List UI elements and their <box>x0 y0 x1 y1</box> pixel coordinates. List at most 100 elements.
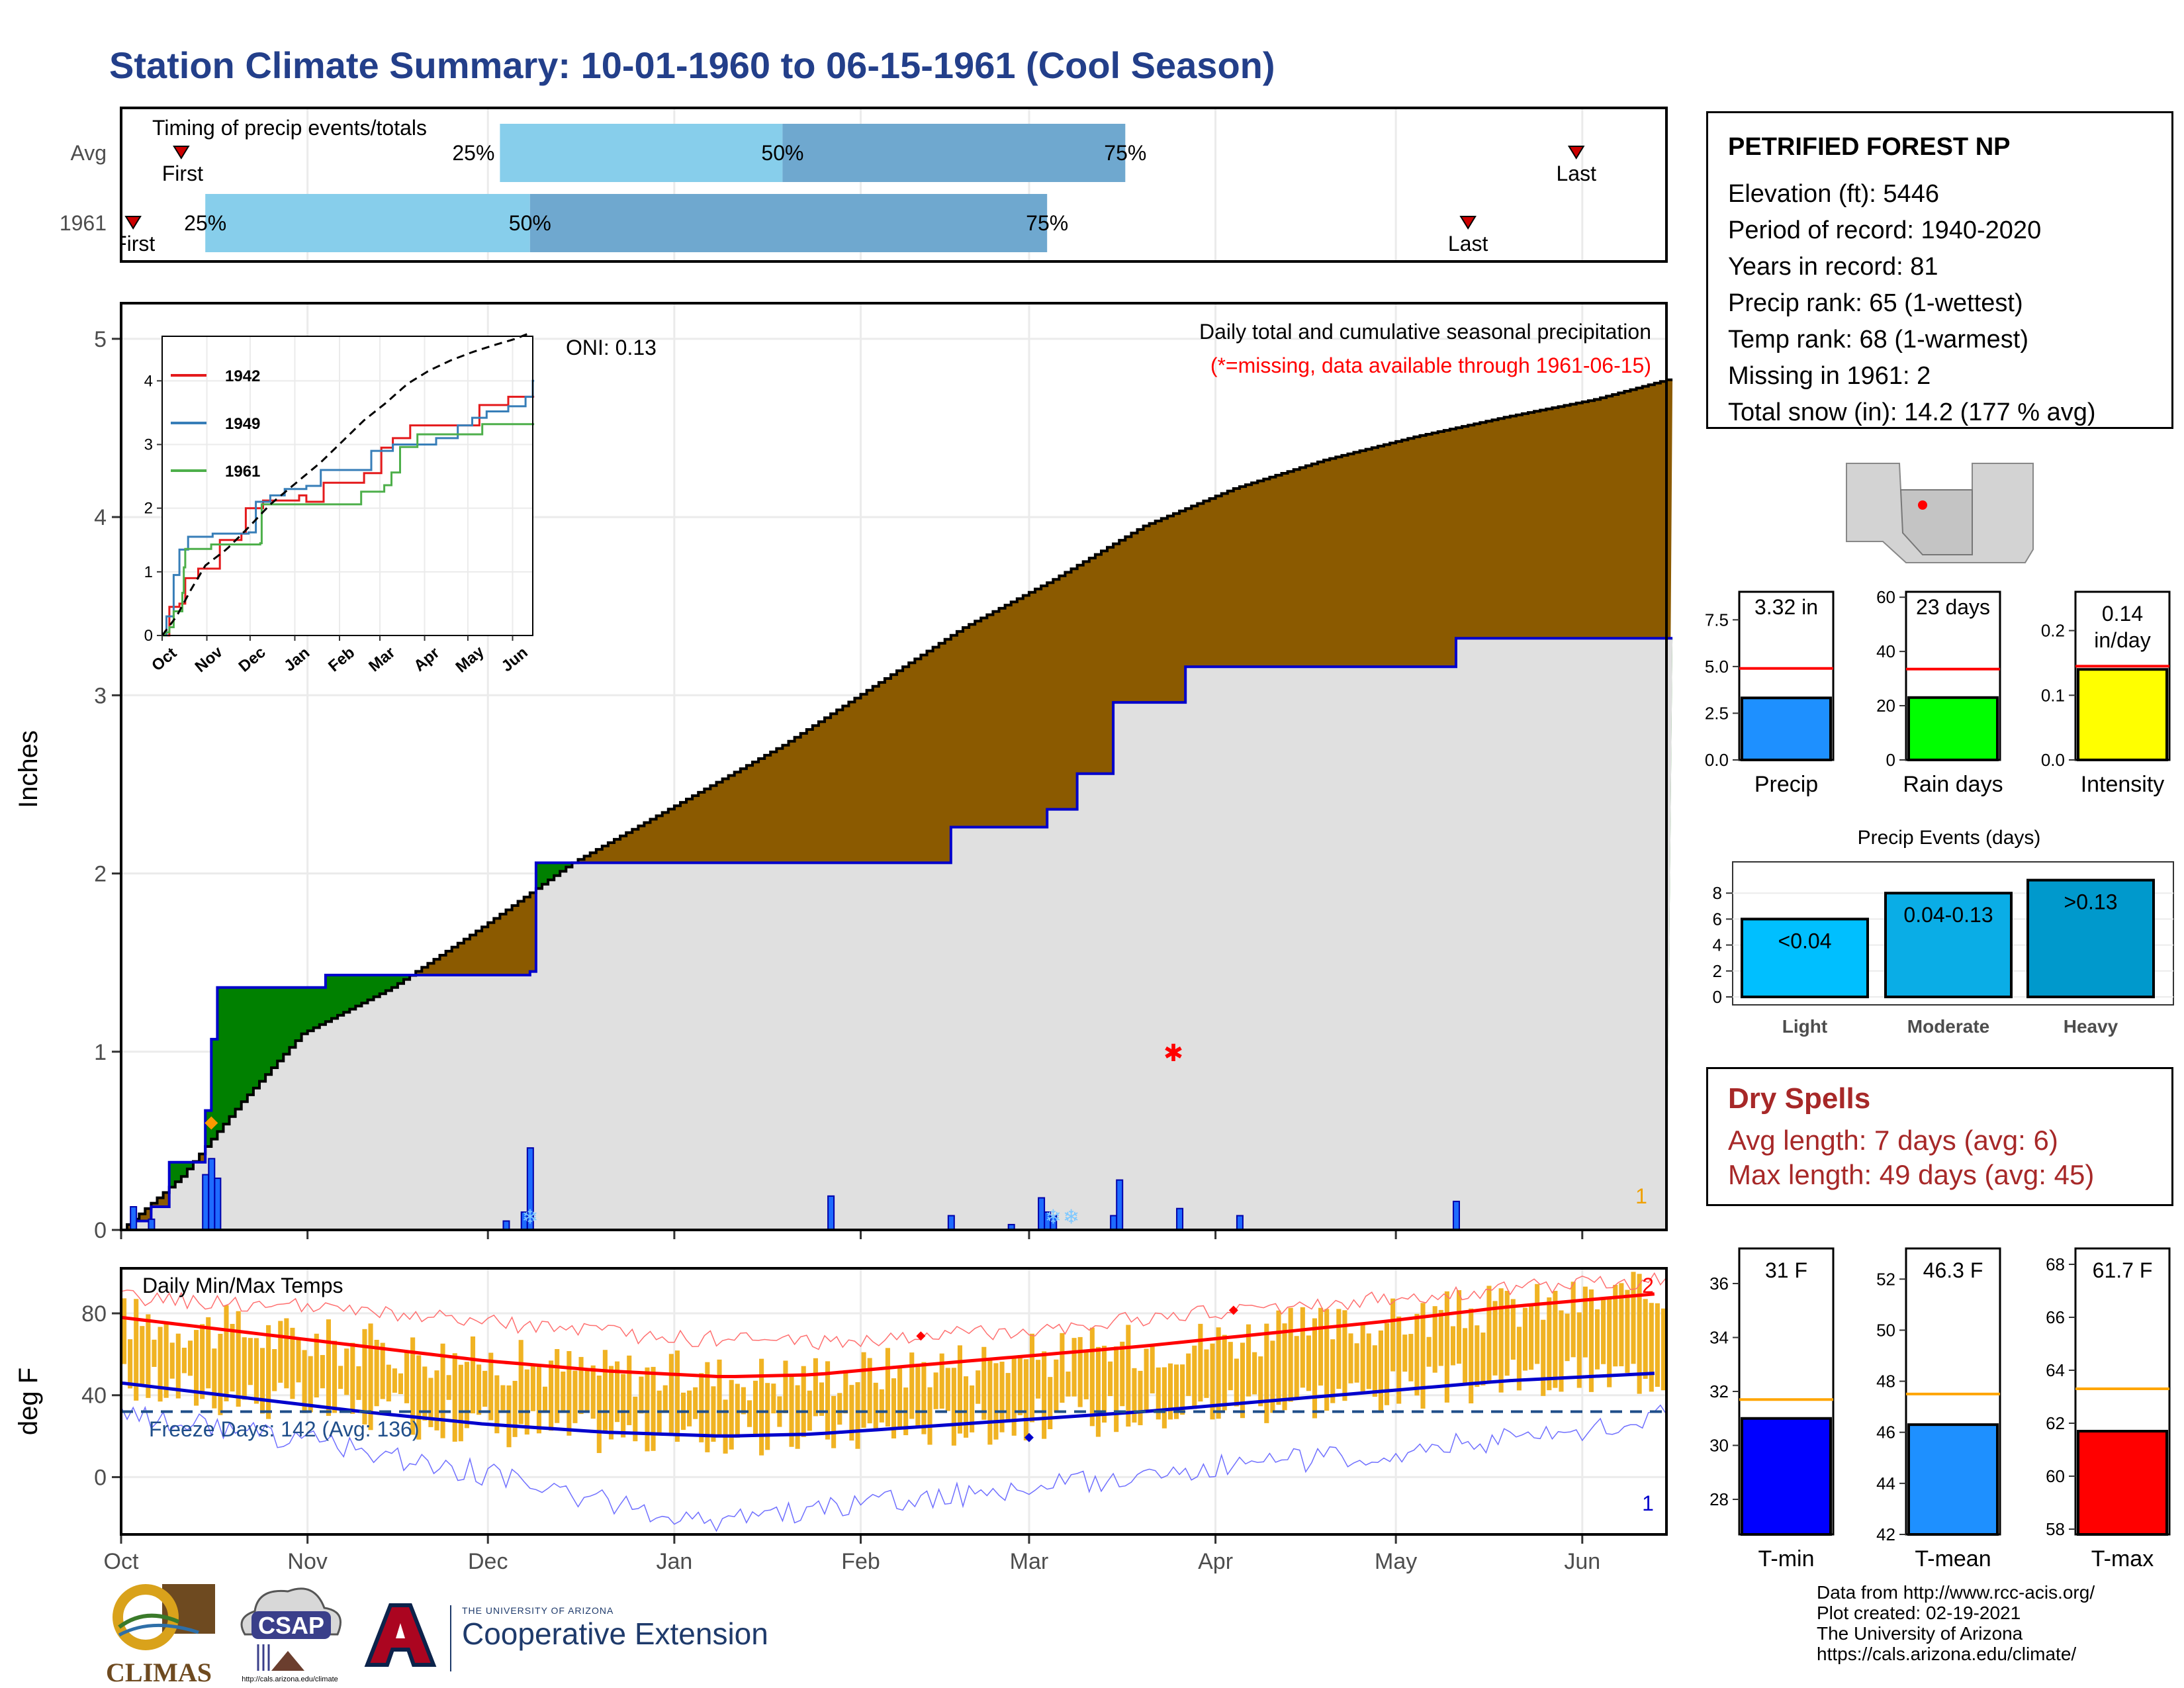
daily-temp-bar <box>314 1333 319 1398</box>
daily-temp-bar <box>1252 1352 1257 1395</box>
precip-corner-label: 1 <box>1635 1184 1647 1208</box>
mini-bar-ytick-label: 60 <box>1876 587 1895 607</box>
inset-legend-label: 1949 <box>225 415 260 433</box>
mini-bar <box>1907 1423 1999 1536</box>
temp-corner-top: 2 <box>1642 1274 1654 1297</box>
daily-temp-bar <box>1173 1364 1179 1419</box>
dry-spells-max: Max length: 49 days (avg: 45) <box>1728 1159 2095 1190</box>
mini-bar <box>2077 668 2168 761</box>
daily-temp-bar <box>801 1366 806 1437</box>
mini-bar-ytick-label: 34 <box>1709 1327 1729 1347</box>
temp-xtick-label: Apr <box>1198 1549 1233 1574</box>
temp-xtick-label: Feb <box>841 1549 880 1574</box>
snow-marker-icon: ❄ <box>1045 1206 1062 1228</box>
daily-temp-bar <box>602 1350 608 1432</box>
daily-temp-bar <box>1492 1301 1498 1376</box>
timing-q25-label: 25% <box>184 211 226 235</box>
mini-intensity-unit: in/day <box>2094 628 2150 652</box>
daily-temp-bar <box>705 1362 710 1452</box>
daily-temp-bar <box>1077 1336 1083 1407</box>
daily-temp-bar <box>1101 1345 1107 1423</box>
station-precip-rank: Precip rank: 65 (1-wettest) <box>1728 289 2023 317</box>
daily-temp-bar <box>218 1333 223 1415</box>
daily-temp-bar <box>1023 1359 1028 1440</box>
daily-temp-bar <box>1450 1326 1456 1366</box>
csap-url: http://cals.arizona.edu/climate <box>242 1675 338 1683</box>
timing-q50-label: 50% <box>509 211 551 235</box>
daily-temp-bar <box>621 1374 626 1438</box>
daily-temp-bar <box>1516 1327 1522 1391</box>
daily-temp-bar <box>410 1337 416 1435</box>
mini-bar-ytick-label: 60 <box>2046 1466 2065 1486</box>
daily-temp-bar <box>1270 1340 1275 1413</box>
daily-temp-bar <box>1420 1303 1426 1409</box>
daily-temp-bar <box>1360 1323 1365 1391</box>
daily-precip-bar <box>130 1206 138 1231</box>
daily-temp-bar <box>1426 1336 1432 1367</box>
daily-temp-bar <box>146 1314 151 1398</box>
mini-bar-ytick-label: 50 <box>1876 1320 1895 1340</box>
mini-bar-ytick-label: 66 <box>2046 1307 2065 1327</box>
temp-ytick-label: 80 <box>81 1301 107 1327</box>
daily-temp-bar <box>933 1372 938 1409</box>
daily-temp-bar <box>1498 1288 1504 1393</box>
daily-temp-bar <box>524 1369 529 1435</box>
daily-temp-bar <box>500 1385 506 1411</box>
daily-temp-bar <box>970 1385 975 1432</box>
daily-temp-bar <box>284 1318 289 1389</box>
dry-spells-title: Dry Spells <box>1728 1082 1871 1115</box>
daily-temp-bar <box>356 1366 361 1400</box>
daily-temp-bar <box>1083 1350 1089 1399</box>
daily-temp-bar <box>1402 1335 1408 1372</box>
daily-precip-bar <box>1116 1179 1124 1231</box>
daily-temp-bar <box>723 1399 728 1454</box>
last-marker <box>1459 216 1477 230</box>
daily-temp-bar <box>362 1329 367 1425</box>
daily-precip-bar <box>1236 1215 1244 1231</box>
daily-temp-bar <box>699 1373 704 1442</box>
daily-temp-bar <box>837 1393 842 1425</box>
daily-temp-bar <box>759 1358 764 1456</box>
mini-bar-ytick-label: 44 <box>1876 1474 1895 1493</box>
daily-temp-bar <box>993 1363 999 1440</box>
daily-temp-bar <box>512 1381 518 1437</box>
daily-temp-bar <box>440 1343 445 1438</box>
snow-marker-icon: ❄ <box>522 1206 538 1228</box>
daily-temp-bar <box>608 1366 614 1440</box>
events-category-label: Moderate <box>1907 1016 1989 1037</box>
normal-cumulative-line <box>121 378 1673 1231</box>
mini-bar-ytick-label: 0.0 <box>2041 750 2065 770</box>
daily-temp-bar <box>253 1338 259 1404</box>
daily-temp-bar <box>1637 1274 1642 1394</box>
daily-temp-bar <box>1354 1343 1359 1383</box>
daily-temp-bar <box>1048 1377 1053 1430</box>
record-max-marker <box>1228 1305 1238 1315</box>
daily-temp-bar <box>1372 1345 1377 1397</box>
daily-temp-bar <box>1607 1297 1612 1387</box>
precip-ytick-label: 1 <box>94 1040 107 1065</box>
daily-temp-bar <box>488 1352 494 1421</box>
daily-temp-bar <box>976 1370 981 1404</box>
daily-temp-bar <box>1535 1284 1540 1364</box>
daily-temp-bar <box>951 1368 956 1446</box>
daily-temp-bar <box>1625 1289 1630 1373</box>
mini-raindays-value: 23 days <box>1916 595 1990 619</box>
daily-temp-bar <box>1570 1282 1576 1358</box>
daily-temp-bar <box>1042 1351 1047 1439</box>
dry-spells-box: Dry Spells Avg length: 7 days (avg: 6) M… <box>1706 1067 2173 1206</box>
university-of-arizona-logo <box>361 1602 440 1668</box>
daily-temp-bar <box>729 1380 734 1450</box>
inset-series-line <box>162 379 535 637</box>
daily-temp-bar <box>1438 1309 1443 1366</box>
daily-precip-bar <box>214 1177 222 1231</box>
daily-temp-bar <box>1312 1318 1318 1419</box>
daily-temp-bar <box>1547 1297 1552 1391</box>
daily-temp-bar <box>1246 1324 1251 1397</box>
daily-temp-bar <box>1180 1364 1185 1415</box>
daily-temp-bar <box>549 1360 554 1431</box>
timing-bar-early <box>205 194 530 252</box>
daily-temp-bar <box>386 1364 391 1402</box>
mini-bar-ytick-label: 68 <box>2046 1254 2065 1274</box>
timing-title: Timing of precip events/totals <box>152 116 427 140</box>
